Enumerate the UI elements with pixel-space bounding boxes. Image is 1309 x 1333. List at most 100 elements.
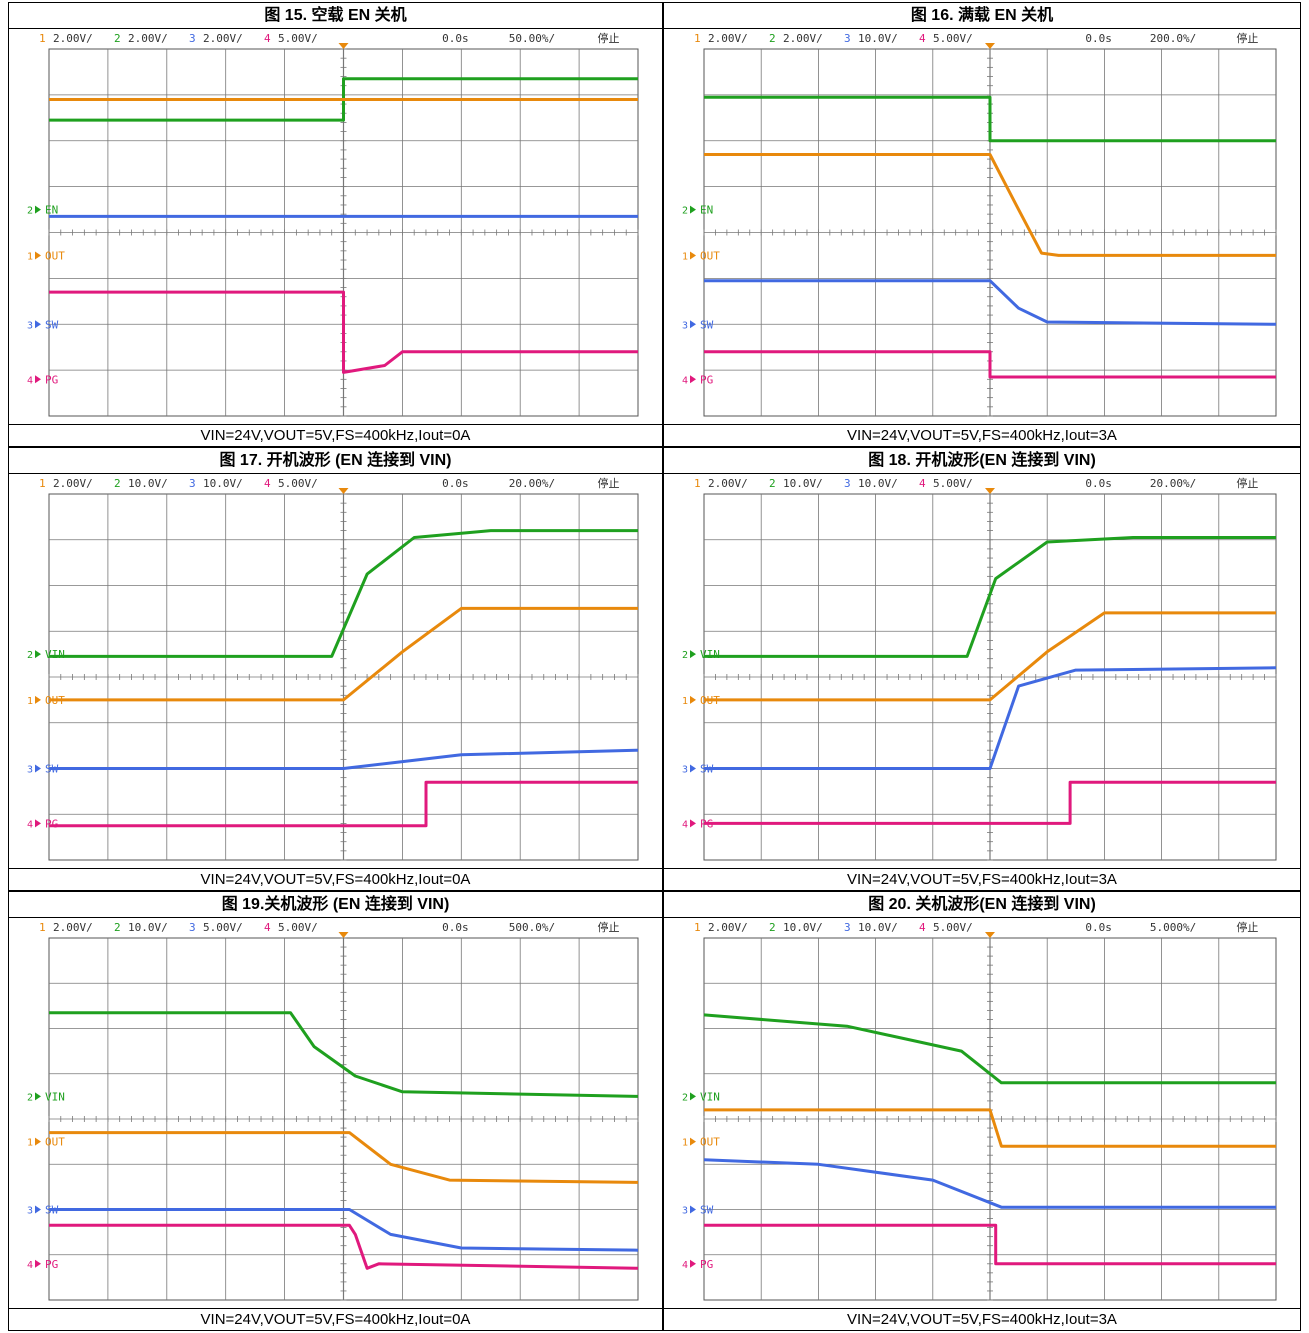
channel-number: 3 <box>189 32 196 45</box>
channel-label: OUT <box>45 249 65 262</box>
trace-vin <box>49 1011 639 1098</box>
channel-ground-number: 4 <box>682 375 688 386</box>
trace-pg <box>49 1223 639 1270</box>
channel-ground-number: 3 <box>682 765 688 776</box>
channel-ground-number: 2 <box>682 1092 688 1103</box>
scope-delay: 0.0s <box>442 921 469 934</box>
channel-scale: 2.00V/ <box>708 32 748 45</box>
scope-header: 1 2.00V/2 2.00V/3 10.0V/4 5.00V/0.0s 200.0%/ 停… <box>694 31 1258 45</box>
scope-status: 停止 <box>1236 476 1258 490</box>
channel-ground-number: 3 <box>27 320 33 331</box>
figure-panel: 图 17. 开机波形 (EN 连接到 VIN) VIN=24V,VOUT=5V,F… <box>8 447 663 891</box>
figure-caption: VIN=24V,VOUT=5V,FS=400kHz,Iout=0A <box>9 868 662 890</box>
figure-caption: VIN=24V,VOUT=5V,FS=400kHz,Iout=0A <box>9 424 662 446</box>
scope-status: 停止 <box>1236 31 1258 45</box>
channel-scale: 5.00V/ <box>203 921 243 934</box>
channel-number: 3 <box>189 921 196 934</box>
trace-out <box>704 153 1276 257</box>
channel-label: PG <box>45 817 58 830</box>
scope-status: 停止 <box>598 920 620 934</box>
trace-pg <box>704 780 1276 825</box>
channel-ground-number: 4 <box>27 819 33 830</box>
channel-marker-ch2: 2 VIN <box>27 1090 65 1103</box>
trace-sw <box>704 279 1277 326</box>
channel-scale: 5.00V/ <box>933 477 973 490</box>
channel-ground-number: 2 <box>27 1092 33 1103</box>
figure-panel: 图 15. 空载 EN 关机 VIN=24V,VOUT=5V,FS=400kHz,… <box>8 2 663 447</box>
channel-ground-number: 4 <box>682 1260 688 1271</box>
trace-pg <box>49 290 638 374</box>
scope-timebase: 5.000%/ <box>1150 921 1196 934</box>
channel-scale: 10.0V/ <box>858 477 898 490</box>
channel-scale: 2.00V/ <box>128 32 168 45</box>
channel-label: SW <box>45 318 59 331</box>
channel-label: OUT <box>700 249 720 262</box>
channel-number: 2 <box>769 477 776 490</box>
channel-marker-ch1: 1 OUT <box>682 1136 720 1149</box>
channel-number: 1 <box>694 32 701 45</box>
channel-scale: 10.0V/ <box>128 921 168 934</box>
trigger-marker <box>338 488 349 494</box>
trigger-marker <box>985 43 995 49</box>
channel-marker-ch3: 3 SW <box>682 318 714 331</box>
channel-ground-number: 2 <box>27 650 33 661</box>
channel-ground-number: 1 <box>27 251 33 262</box>
channel-label: EN <box>45 204 58 217</box>
channel-ground-number: 3 <box>27 765 33 776</box>
channel-ground-number: 3 <box>682 320 688 331</box>
scope-timebase: 20.00%/ <box>509 477 555 490</box>
scope-delay: 0.0s <box>1085 921 1112 934</box>
figure-title: 图 17. 开机波形 (EN 连接到 VIN) <box>9 448 662 474</box>
channel-ground-number: 1 <box>682 1138 688 1149</box>
channel-ground-number: 4 <box>682 819 688 830</box>
channel-label: OUT <box>45 1136 65 1149</box>
scope-header: 1 2.00V/2 10.0V/3 10.0V/4 5.00V/0.0s 20.00%/ 停… <box>694 476 1258 490</box>
trace-out <box>704 611 1276 702</box>
channel-label: PG <box>700 1258 713 1271</box>
channel-number: 3 <box>844 32 851 45</box>
channel-label: VIN <box>45 648 65 661</box>
trace-out <box>49 1131 639 1184</box>
channel-ground-number: 2 <box>27 206 33 217</box>
channel-marker-ch3: 3 SW <box>27 318 59 331</box>
trace-sw <box>703 1158 1276 1209</box>
scope-timebase: 200.0%/ <box>1150 32 1196 45</box>
figure-panel: 图 18. 开机波形(EN 连接到 VIN) VIN=24V,VOUT=5V,FS… <box>663 447 1301 891</box>
channel-scale: 10.0V/ <box>858 921 898 934</box>
oscilloscope-screen: 1 2.00V/2 10.0V/3 5.00V/4 5.00V/0.0s 500.0%/ 停… <box>27 920 639 1301</box>
scope-header: 1 2.00V/2 10.0V/3 5.00V/4 5.00V/0.0s 500.0%/ 停… <box>39 920 620 934</box>
channel-scale: 10.0V/ <box>783 477 823 490</box>
trace-en <box>704 95 1276 143</box>
channel-scale: 10.0V/ <box>128 477 168 490</box>
scope-delay: 0.0s <box>442 32 469 45</box>
scope-grid <box>703 493 1277 861</box>
channel-label: VIN <box>45 1090 65 1103</box>
figure-caption: VIN=24V,VOUT=5V,FS=400kHz,Iout=3A <box>664 868 1300 890</box>
channel-marker-ch2: 2 VIN <box>27 648 65 661</box>
channel-marker-ch2: 2 VIN <box>682 648 720 661</box>
trigger-marker <box>338 43 349 49</box>
trace-pg <box>49 780 638 828</box>
channel-number: 4 <box>919 921 926 934</box>
trace-out <box>49 606 638 702</box>
channel-scale: 10.0V/ <box>203 477 243 490</box>
channel-marker-ch1: 1 OUT <box>27 1136 65 1149</box>
scope-header: 1 2.00V/2 2.00V/3 2.00V/4 5.00V/0.0s 50.00%/ 停… <box>39 31 620 45</box>
scope-header: 1 2.00V/2 10.0V/3 10.0V/4 5.00V/0.0s 20.00%/ 停… <box>39 476 620 490</box>
channel-scale: 2.00V/ <box>783 32 823 45</box>
channel-marker-ch1: 1 OUT <box>27 249 65 262</box>
trace-pg <box>704 350 1276 379</box>
figure-caption: VIN=24V,VOUT=5V,FS=400kHz,Iout=3A <box>664 424 1300 446</box>
channel-label: PG <box>700 373 713 386</box>
figure-title: 图 18. 开机波形(EN 连接到 VIN) <box>664 448 1300 474</box>
channel-number: 1 <box>39 477 46 490</box>
channel-scale: 5.00V/ <box>278 921 318 934</box>
figure-title: 图 19.关机波形 (EN 连接到 VIN) <box>9 892 662 918</box>
figure-panel: 图 19.关机波形 (EN 连接到 VIN) VIN=24V,VOUT=5V,FS… <box>8 891 663 1331</box>
trigger-marker <box>338 932 349 938</box>
scope-grid <box>48 493 639 861</box>
channel-marker-ch4: 4 PG <box>682 1258 713 1271</box>
oscilloscope-screen: 1 2.00V/2 10.0V/3 10.0V/4 5.00V/0.0s 20.00%/ 停… <box>682 476 1277 861</box>
scope-status: 停止 <box>1236 920 1258 934</box>
scope-grid <box>703 937 1277 1301</box>
